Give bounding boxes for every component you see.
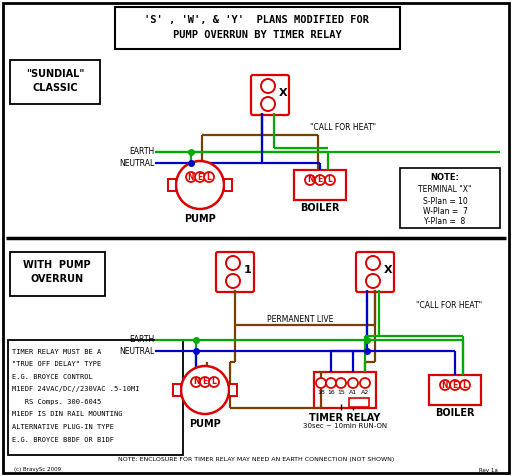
Circle shape — [209, 377, 219, 387]
Text: M1EDF 24VAC/DC//230VAC .5-10MI: M1EDF 24VAC/DC//230VAC .5-10MI — [12, 387, 139, 393]
Bar — [224, 179, 232, 191]
Circle shape — [204, 172, 214, 182]
Text: W-Plan =  7: W-Plan = 7 — [422, 208, 467, 217]
Text: TIMER RELAY: TIMER RELAY — [309, 413, 381, 423]
Text: X: X — [279, 88, 287, 98]
Text: CLASSIC: CLASSIC — [32, 83, 78, 93]
Text: OVERRUN: OVERRUN — [30, 274, 83, 284]
Text: X: X — [383, 265, 392, 275]
Circle shape — [186, 172, 196, 182]
Circle shape — [305, 175, 315, 185]
Text: E: E — [317, 176, 323, 185]
Text: 'S' , 'W', & 'Y'  PLANS MODIFIED FOR: 'S' , 'W', & 'Y' PLANS MODIFIED FOR — [144, 15, 370, 25]
Text: 18: 18 — [317, 390, 325, 396]
Bar — [10, 60, 100, 104]
Bar — [115, 7, 400, 49]
Text: E: E — [197, 172, 203, 181]
Text: 1: 1 — [244, 265, 252, 275]
Text: A2: A2 — [361, 390, 369, 396]
Circle shape — [176, 161, 224, 209]
Text: 30sec ~ 10min RUN-ON: 30sec ~ 10min RUN-ON — [303, 423, 387, 429]
Bar — [168, 179, 176, 191]
Circle shape — [360, 378, 370, 388]
Bar — [314, 372, 376, 408]
Text: "CALL FOR HEAT": "CALL FOR HEAT" — [310, 123, 376, 132]
Text: N: N — [442, 380, 448, 389]
Text: 15: 15 — [337, 390, 345, 396]
Text: "SUNDIAL": "SUNDIAL" — [26, 69, 84, 79]
Circle shape — [315, 175, 325, 185]
Circle shape — [261, 79, 275, 93]
Bar — [400, 168, 500, 228]
Bar — [8, 340, 183, 455]
Circle shape — [325, 175, 335, 185]
Text: L: L — [211, 377, 217, 387]
Text: PERMANENT LIVE: PERMANENT LIVE — [267, 316, 333, 325]
Text: EARTH: EARTH — [130, 336, 155, 345]
Text: PUMP: PUMP — [184, 214, 216, 224]
Text: PUMP OVERRUN BY TIMER RELAY: PUMP OVERRUN BY TIMER RELAY — [173, 30, 342, 40]
Text: "TRUE OFF DELAY" TYPE: "TRUE OFF DELAY" TYPE — [12, 361, 101, 367]
Text: RS Comps. 300-6045: RS Comps. 300-6045 — [12, 399, 101, 405]
Bar — [429, 375, 481, 405]
Text: TIMER RELAY MUST BE A: TIMER RELAY MUST BE A — [12, 349, 101, 355]
Text: NEUTRAL: NEUTRAL — [120, 159, 155, 168]
Bar — [229, 384, 237, 396]
Circle shape — [460, 380, 470, 390]
Text: BOILER: BOILER — [300, 203, 340, 213]
Text: (c) BravySc 2009: (c) BravySc 2009 — [14, 467, 61, 473]
Text: ALTERNATIVE PLUG-IN TYPE: ALTERNATIVE PLUG-IN TYPE — [12, 424, 114, 430]
Text: E.G. BROYCE CONTROL: E.G. BROYCE CONTROL — [12, 374, 93, 380]
Text: WITH  PUMP: WITH PUMP — [23, 260, 91, 270]
Text: PUMP: PUMP — [189, 419, 221, 429]
Text: A1: A1 — [349, 390, 357, 396]
Text: N: N — [193, 377, 199, 387]
Circle shape — [200, 377, 210, 387]
Text: E.G. BROYCE B8DF OR B1DF: E.G. BROYCE B8DF OR B1DF — [12, 436, 114, 443]
Bar — [349, 398, 369, 407]
Text: NOTE:: NOTE: — [431, 173, 459, 182]
Text: Y-Plan =  8: Y-Plan = 8 — [424, 218, 465, 227]
Circle shape — [316, 378, 326, 388]
FancyBboxPatch shape — [216, 252, 254, 292]
Circle shape — [326, 378, 336, 388]
FancyBboxPatch shape — [251, 75, 289, 115]
Circle shape — [440, 380, 450, 390]
Text: NOTE: ENCLOSURE FOR TIMER RELAY MAY NEED AN EARTH CONNECTION (NOT SHOWN): NOTE: ENCLOSURE FOR TIMER RELAY MAY NEED… — [118, 457, 394, 463]
Circle shape — [191, 377, 201, 387]
Bar — [10, 252, 105, 296]
Circle shape — [366, 274, 380, 288]
Text: NEUTRAL: NEUTRAL — [120, 347, 155, 356]
Text: S-Plan = 10: S-Plan = 10 — [422, 197, 467, 206]
Text: BOILER: BOILER — [435, 408, 475, 418]
FancyBboxPatch shape — [356, 252, 394, 292]
Circle shape — [336, 378, 346, 388]
Circle shape — [450, 380, 460, 390]
Text: E: E — [202, 377, 208, 387]
Circle shape — [366, 256, 380, 270]
Circle shape — [226, 274, 240, 288]
Text: 16: 16 — [327, 390, 335, 396]
Text: L: L — [328, 176, 332, 185]
Circle shape — [195, 172, 205, 182]
Bar — [173, 384, 181, 396]
Text: E: E — [453, 380, 458, 389]
Bar — [294, 170, 346, 200]
Text: N: N — [188, 172, 194, 181]
Text: N: N — [307, 176, 313, 185]
Text: L: L — [206, 172, 211, 181]
Text: L: L — [462, 380, 467, 389]
Text: M1EDF IS DIN RAIL MOUNTING: M1EDF IS DIN RAIL MOUNTING — [12, 411, 122, 417]
Text: EARTH: EARTH — [130, 148, 155, 157]
Text: Rev 1a: Rev 1a — [479, 467, 498, 473]
Circle shape — [181, 366, 229, 414]
Text: "CALL FOR HEAT": "CALL FOR HEAT" — [416, 300, 482, 309]
Circle shape — [348, 378, 358, 388]
Text: TERMINAL "X": TERMINAL "X" — [418, 186, 472, 195]
Circle shape — [261, 97, 275, 111]
Circle shape — [226, 256, 240, 270]
